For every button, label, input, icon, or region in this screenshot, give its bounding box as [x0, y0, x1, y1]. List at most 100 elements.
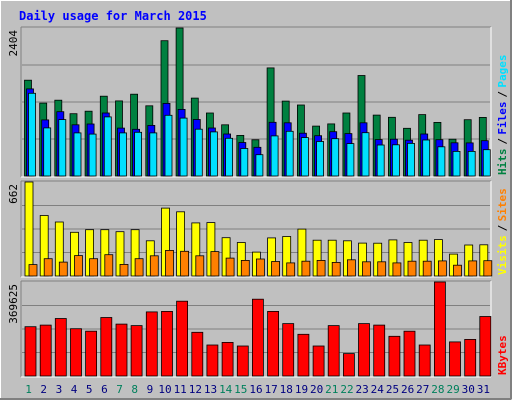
x-tick-label: 16: [249, 383, 262, 396]
x-tick-label: 6: [101, 383, 108, 396]
bar-kbytes: [85, 330, 97, 377]
bar-kbytes: [70, 328, 82, 377]
bar-sites: [286, 262, 296, 277]
x-tick-label: 29: [446, 383, 459, 396]
x-tick-label: 27: [416, 383, 429, 396]
x-tick-label: 2: [40, 383, 47, 396]
panel-middle: 662 Visits / Sites: [7, 180, 509, 278]
legend-separator: /: [496, 224, 509, 231]
x-tick-label: 22: [340, 383, 353, 396]
bar-kbytes: [342, 353, 355, 377]
x-tick-label: 25: [386, 383, 399, 396]
bar-pages: [422, 139, 431, 177]
bar-kbytes: [464, 338, 477, 377]
bar-sites: [377, 261, 387, 277]
x-tick-label: 15: [234, 383, 247, 396]
bar-kbytes: [100, 317, 113, 377]
bar-sites: [180, 250, 190, 277]
chart-panels: 2404 Hits / Files / Pages 662 Visits / Sites 36962…: [7, 26, 509, 378]
bar-pages: [482, 149, 491, 177]
bar-pages: [149, 132, 158, 177]
bar-kbytes: [145, 311, 158, 377]
x-tick-label: 31: [477, 383, 490, 396]
bar-pages: [331, 138, 340, 177]
legend-label-sites: Sites: [496, 188, 509, 221]
y-max-label-top: 2404: [7, 30, 20, 57]
bar-pages: [407, 142, 415, 177]
bar-sites: [225, 257, 235, 277]
x-tick-label: 28: [431, 383, 444, 396]
bar-pages: [73, 132, 82, 177]
bar-sites: [134, 258, 144, 277]
bar-kbytes: [161, 310, 173, 377]
x-tick-label: 30: [462, 383, 475, 396]
bar-pages: [179, 117, 188, 177]
bar-sites: [255, 258, 265, 277]
bar-kbytes: [267, 310, 280, 377]
y-max-label-middle: 662: [7, 184, 20, 204]
bar-sites: [346, 259, 356, 277]
legend-label-kbytes: KBytes: [496, 335, 509, 375]
bar-sites: [28, 264, 38, 277]
bar-visits: [24, 181, 34, 277]
bar-kbytes: [403, 330, 416, 377]
bar-pages: [43, 127, 52, 177]
chart-title: Daily usage for March 2015: [19, 9, 207, 23]
bar-kbytes: [39, 324, 52, 377]
bar-sites: [195, 255, 205, 277]
bar-kbytes: [251, 298, 264, 377]
bar-pages: [164, 114, 173, 177]
bar-pages: [194, 128, 203, 177]
bar-sites: [483, 260, 493, 277]
bar-sites: [362, 261, 371, 277]
bar-kbytes: [433, 281, 446, 377]
bar-kbytes: [24, 326, 37, 377]
x-tick-label: 12: [189, 383, 202, 396]
bar-pages: [103, 116, 112, 177]
y-max-label-bottom: 369625: [7, 284, 20, 324]
bar-pages: [28, 92, 36, 177]
bar-pages: [346, 143, 355, 177]
x-tick-label: 20: [310, 383, 323, 396]
bar-sites: [422, 260, 432, 277]
x-tick-label: 5: [86, 383, 93, 396]
bar-pages: [376, 144, 385, 177]
legend-separator: /: [496, 91, 509, 98]
bar-kbytes: [206, 344, 219, 377]
x-tick-label: 26: [401, 383, 414, 396]
bar-pages: [300, 137, 309, 177]
bar-pages: [225, 137, 234, 177]
bar-sites: [210, 251, 220, 277]
bar-kbytes: [373, 324, 386, 377]
x-tick-label: 8: [131, 383, 138, 396]
bar-pages: [437, 146, 446, 177]
bar-sites: [468, 260, 478, 277]
bar-kbytes: [176, 300, 189, 377]
bar-kbytes: [449, 341, 461, 377]
bar-pages: [270, 135, 279, 177]
panel-top: 2404 Hits / Files / Pages: [7, 26, 509, 178]
bar-sites: [316, 259, 326, 277]
bar-sites: [165, 249, 174, 277]
x-tick-label: 10: [158, 383, 171, 396]
bar-sites: [149, 255, 159, 277]
bar-sites: [407, 260, 417, 277]
bar-sites: [43, 258, 53, 277]
bar-sites: [331, 261, 341, 277]
x-tick-label: 18: [280, 383, 293, 396]
bar-kbytes: [388, 335, 401, 377]
x-tick-label: 19: [295, 383, 308, 396]
x-tick-label: 9: [147, 383, 154, 396]
bar-kbytes: [221, 341, 234, 377]
bar-kbytes: [418, 344, 431, 377]
x-tick-label: 1: [25, 383, 32, 396]
bar-kbytes: [282, 323, 295, 377]
x-tick-label: 24: [371, 383, 385, 396]
bar-kbytes: [54, 318, 67, 377]
x-tick-label: 11: [174, 383, 187, 396]
bar-kbytes: [479, 316, 492, 377]
x-tick-label: 13: [204, 383, 217, 396]
bar-pages: [361, 132, 370, 177]
bar-sites: [104, 254, 114, 277]
x-tick-label: 21: [325, 383, 338, 396]
